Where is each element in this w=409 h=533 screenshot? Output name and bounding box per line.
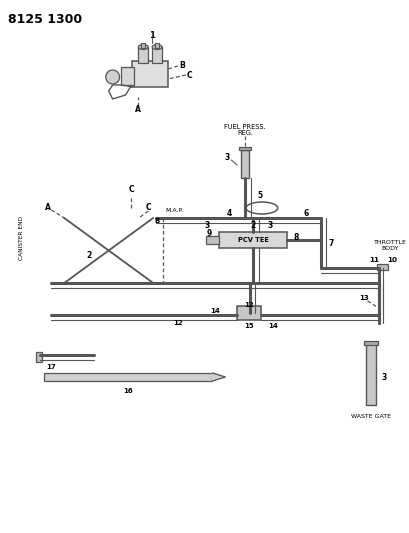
Text: B: B — [154, 218, 160, 224]
Text: 2: 2 — [250, 222, 255, 230]
Bar — [238, 147, 250, 150]
Ellipse shape — [138, 44, 148, 50]
Text: B: B — [179, 61, 184, 69]
Text: 3: 3 — [381, 374, 386, 383]
Text: BODY: BODY — [381, 246, 398, 252]
Bar — [138, 47, 148, 63]
Text: 12: 12 — [173, 320, 182, 326]
Text: 17: 17 — [46, 364, 56, 370]
Ellipse shape — [152, 44, 162, 50]
Text: A: A — [135, 104, 141, 114]
Text: 4: 4 — [226, 209, 231, 219]
Bar — [365, 343, 375, 405]
Text: C: C — [145, 204, 151, 213]
Bar — [205, 236, 219, 244]
Text: 3: 3 — [267, 222, 272, 230]
Text: WASTE GATE: WASTE GATE — [350, 414, 390, 418]
Bar — [363, 341, 377, 345]
Text: C: C — [187, 70, 192, 79]
Text: 8125 1300: 8125 1300 — [8, 13, 82, 26]
Text: M.A.P.: M.A.P. — [165, 207, 183, 213]
Bar — [240, 150, 248, 178]
Text: FUEL PRESS.: FUEL PRESS. — [224, 124, 265, 130]
Text: CANISTER END: CANISTER END — [19, 216, 24, 260]
Bar — [141, 43, 145, 48]
Text: 6: 6 — [303, 209, 308, 219]
Text: 1: 1 — [149, 30, 155, 39]
Bar — [132, 61, 168, 87]
Text: 16: 16 — [124, 388, 133, 394]
Bar — [152, 47, 162, 63]
Bar — [236, 306, 260, 320]
Text: 8: 8 — [293, 233, 299, 243]
Text: 14: 14 — [210, 308, 220, 314]
Circle shape — [106, 70, 119, 84]
Text: 7: 7 — [328, 238, 333, 247]
Text: 10: 10 — [387, 257, 396, 263]
Text: 14: 14 — [267, 323, 277, 329]
Text: 12: 12 — [244, 302, 253, 308]
Text: A: A — [45, 204, 50, 213]
Text: C: C — [128, 185, 134, 195]
Text: 3: 3 — [204, 222, 210, 230]
Text: 9: 9 — [207, 230, 211, 238]
Text: 2: 2 — [86, 251, 91, 260]
Text: 11: 11 — [369, 257, 379, 263]
Text: REG.: REG. — [236, 130, 252, 136]
Bar — [375, 264, 387, 270]
Text: 13: 13 — [358, 295, 368, 301]
Bar — [120, 67, 134, 85]
Text: 15: 15 — [244, 323, 253, 329]
Bar — [44, 373, 212, 381]
Bar — [219, 232, 286, 248]
Text: THROTTLE: THROTTLE — [373, 240, 406, 246]
Text: 3: 3 — [224, 154, 229, 163]
Text: PCV TEE: PCV TEE — [237, 237, 268, 243]
Bar — [36, 352, 41, 362]
Polygon shape — [212, 373, 225, 381]
Text: 5: 5 — [257, 191, 262, 200]
Bar — [155, 43, 159, 48]
